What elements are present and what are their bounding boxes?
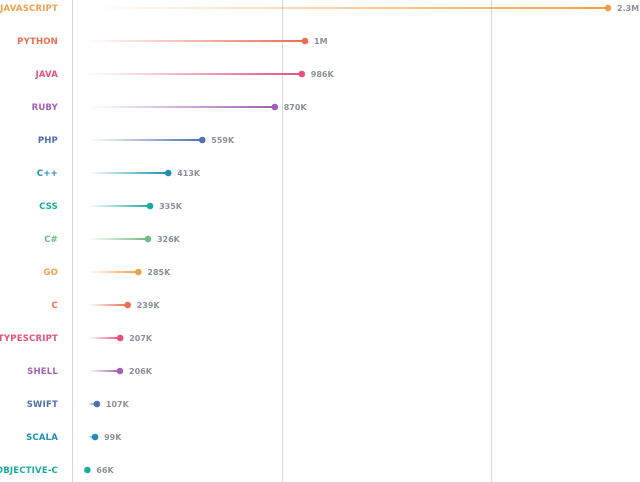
category-label: C# [44, 235, 58, 245]
value-label: 1M [314, 37, 328, 46]
value-label: 107K [106, 400, 130, 409]
lollipop-stem [88, 370, 121, 372]
value-label: 326K [157, 235, 181, 244]
category-label: RUBY [32, 103, 59, 113]
lollipop-dot [144, 235, 152, 243]
category-label: JAVA [34, 70, 58, 80]
lollipop-dot [198, 136, 206, 144]
lollipop-dot [298, 70, 306, 78]
category-label: OBJECTIVE-C [0, 466, 58, 476]
lollipop-stem [88, 271, 139, 273]
lollipop-dot [91, 433, 99, 441]
value-label: 413K [177, 169, 201, 178]
lollipop-dot [164, 169, 172, 177]
lollipop-stem [88, 40, 306, 42]
value-label: 285K [147, 268, 171, 277]
category-label: SHELL [27, 367, 58, 377]
category-label: CSS [39, 202, 58, 212]
category-label: PYTHON [17, 37, 58, 47]
category-label: C [52, 301, 58, 311]
value-label: 2.3M [617, 4, 639, 13]
category-label: GO [43, 268, 58, 278]
lollipop-stem [88, 106, 275, 108]
category-label: PHP [38, 136, 58, 146]
gridlines [72, 0, 492, 482]
lollipop-stem [88, 238, 148, 240]
lollipop-dot [84, 466, 91, 474]
lollipop-stem [88, 337, 121, 339]
chart-marks: JAVASCRIPT 2.3M PYTHON 1M JAVA 986K RUBY 870K PH… [0, 4, 639, 476]
lollipop-dot [146, 202, 154, 210]
lollipop-stem [88, 403, 97, 405]
lollipop-dot [116, 334, 124, 342]
value-label: 239K [137, 301, 161, 310]
lollipop-stem [88, 172, 169, 174]
lollipop-dot [604, 4, 612, 12]
category-label: JAVASCRIPT [0, 4, 58, 14]
lollipop-stem [88, 436, 96, 438]
lollipop-stem [88, 304, 128, 306]
lollipop-dot [116, 367, 124, 375]
category-label: SCALA [26, 433, 58, 443]
value-label: 206K [129, 367, 153, 376]
lollipop-stem [88, 205, 151, 207]
lollipop-dot [271, 103, 279, 111]
lollipop-stem [88, 139, 203, 141]
value-label: 986K [311, 70, 335, 79]
lollipop-stem [88, 7, 608, 9]
lollipop-dot [135, 268, 142, 276]
category-label: C++ [37, 169, 58, 179]
category-label: SWIFT [27, 400, 58, 410]
value-label: 335K [159, 202, 183, 211]
lollipop-stem [88, 73, 302, 75]
value-label: 870K [284, 103, 308, 112]
category-label: TYPESCRIPT [0, 334, 58, 344]
lollipop-dot [93, 400, 101, 408]
value-label: 99K [104, 433, 122, 442]
value-label: 66K [96, 466, 114, 475]
lollipop-dot [301, 37, 309, 45]
lollipop-dot [124, 301, 131, 309]
value-label: 207K [129, 334, 153, 343]
value-label: 559K [211, 136, 235, 145]
